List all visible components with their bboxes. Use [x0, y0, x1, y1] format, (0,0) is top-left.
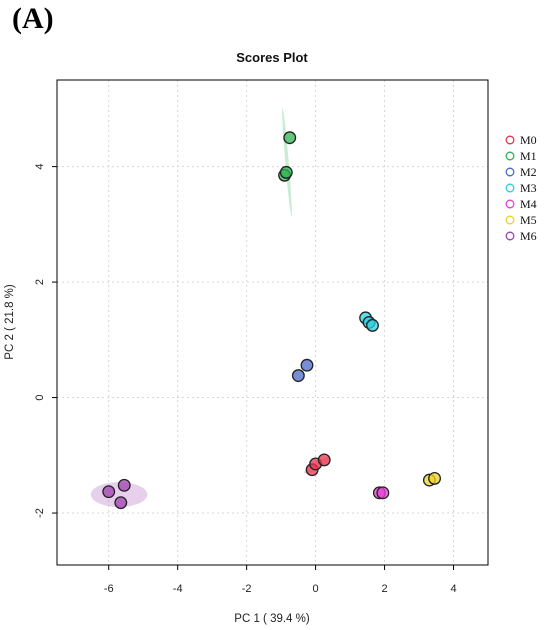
point-m2: [300, 358, 314, 372]
legend-marker-m2: [505, 167, 515, 177]
x-tick-label: 4: [450, 583, 456, 595]
panel-label: (A): [12, 2, 54, 35]
point-m3: [366, 318, 379, 332]
x-tick-label: -6: [104, 583, 114, 595]
legend-marker-m6: [505, 231, 515, 241]
point-m1: [279, 165, 293, 179]
legend-label-m2: M2: [520, 165, 537, 179]
grid-lines: [57, 80, 488, 565]
legend-label-m3: M3: [520, 181, 537, 195]
point-m2: [291, 369, 305, 383]
y-axis-title: PC 2 ( 21.8 %): [4, 284, 16, 360]
legend-label-m5: M5: [520, 213, 537, 227]
ellipse-m1: [282, 107, 292, 217]
x-tick-label: 2: [381, 583, 387, 595]
y-axis-ticks: -2 0 2 4: [34, 164, 57, 518]
point-m0: [317, 453, 331, 467]
x-axis-title: PC 1 ( 39.4 %): [234, 613, 310, 625]
data-points: [102, 131, 442, 510]
y-tick-label: 4: [34, 164, 46, 170]
legend: M0 M1 M2 M3 M4 M5 M6: [505, 133, 537, 243]
chart-title: Scores Plot: [236, 50, 308, 65]
y-tick-label: 0: [34, 394, 46, 400]
y-tick-label: 2: [34, 279, 46, 285]
y-tick-label: -2: [34, 508, 46, 518]
legend-label-m1: M1: [520, 149, 537, 163]
plot-frame: [56, 79, 489, 566]
point-m4: [376, 486, 390, 500]
legend-marker-m5: [505, 215, 515, 225]
legend-marker-m3: [505, 183, 515, 193]
point-m6: [102, 485, 116, 499]
x-axis-ticks: -6 -4 -2 0 2 4: [104, 565, 457, 595]
point-m6: [114, 496, 128, 510]
point-m6: [117, 478, 131, 492]
legend-marker-m4: [505, 199, 515, 209]
legend-marker-m0: [505, 135, 515, 145]
legend-label-m6: M6: [520, 229, 537, 243]
x-tick-label: -4: [173, 583, 183, 595]
x-tick-label: -2: [242, 583, 252, 595]
legend-marker-m1: [505, 151, 515, 161]
confidence-ellipses: [90, 107, 331, 508]
x-tick-label: 0: [313, 583, 319, 595]
legend-label-m0: M0: [520, 133, 537, 147]
point-m1: [283, 131, 297, 145]
legend-label-m4: M4: [520, 197, 537, 211]
point-m5: [428, 471, 442, 485]
